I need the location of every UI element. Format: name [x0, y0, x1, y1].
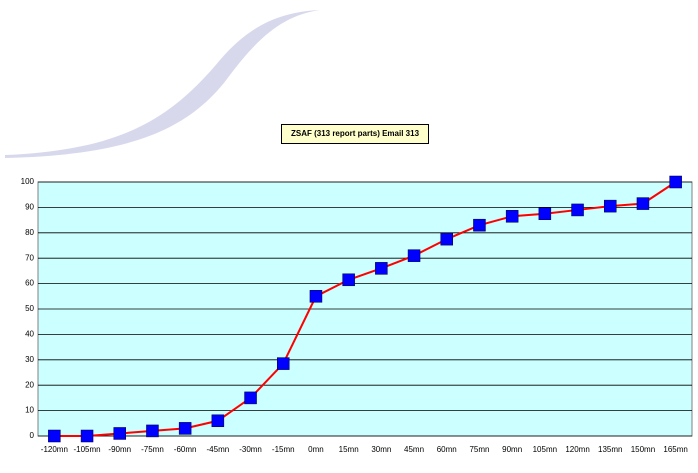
x-tick-label: 165mn — [663, 445, 687, 454]
x-tick-label: -45mn — [207, 445, 230, 454]
data-marker — [342, 273, 355, 287]
data-marker — [211, 414, 225, 428]
y-tick-label: 50 — [25, 304, 34, 313]
x-tick-label: -90mn — [108, 445, 131, 454]
x-tick-label: 45mn — [404, 445, 424, 454]
y-tick-label: 100 — [21, 177, 35, 186]
x-tick-label: 105mn — [533, 445, 557, 454]
y-tick-label: 10 — [25, 406, 34, 415]
data-marker — [375, 262, 388, 275]
y-tick-label: 40 — [25, 330, 34, 339]
y-tick-label: 70 — [25, 253, 34, 262]
x-tick-label: 30mn — [371, 445, 391, 454]
data-marker — [277, 357, 290, 370]
data-marker — [669, 175, 682, 189]
x-tick-label: 60mn — [437, 445, 457, 454]
x-tick-label: -120mn — [41, 445, 68, 454]
data-marker — [505, 210, 519, 223]
data-marker — [571, 203, 584, 217]
data-marker — [538, 207, 552, 220]
x-tick-label: -30mn — [239, 445, 262, 454]
y-tick-label: 90 — [25, 203, 34, 212]
x-tick-label: 90mn — [502, 445, 522, 454]
y-tick-label: 20 — [25, 380, 34, 389]
y-tick-label: 30 — [25, 355, 34, 364]
data-marker — [636, 197, 650, 210]
x-tick-label: 0mn — [308, 445, 324, 454]
decorative-swoosh — [5, 10, 320, 158]
data-marker — [407, 249, 421, 262]
data-marker — [178, 422, 192, 435]
data-marker — [146, 424, 159, 438]
x-tick-label: 150mn — [631, 445, 655, 454]
data-marker — [80, 429, 94, 443]
chart-title: ZSAF (313 report parts) Email 313 — [281, 124, 429, 144]
y-tick-label: 80 — [25, 228, 34, 237]
y-tick-label: 0 — [30, 431, 35, 440]
x-tick-label: 120mn — [565, 445, 589, 454]
data-marker — [473, 218, 486, 232]
data-marker — [113, 427, 126, 440]
data-marker — [604, 199, 617, 213]
x-tick-label: -75mn — [141, 445, 164, 454]
x-tick-label: 135mn — [598, 445, 622, 454]
data-marker — [244, 391, 257, 405]
x-tick-label: 15mn — [339, 445, 359, 454]
x-tick-label: -105mn — [73, 445, 100, 454]
y-tick-label: 60 — [25, 279, 34, 288]
data-marker — [440, 232, 453, 246]
data-marker — [309, 290, 323, 303]
x-tick-label: -15mn — [272, 445, 295, 454]
data-marker — [48, 429, 61, 443]
x-tick-label: 75mn — [469, 445, 489, 454]
x-tick-label: -60mn — [174, 445, 197, 454]
